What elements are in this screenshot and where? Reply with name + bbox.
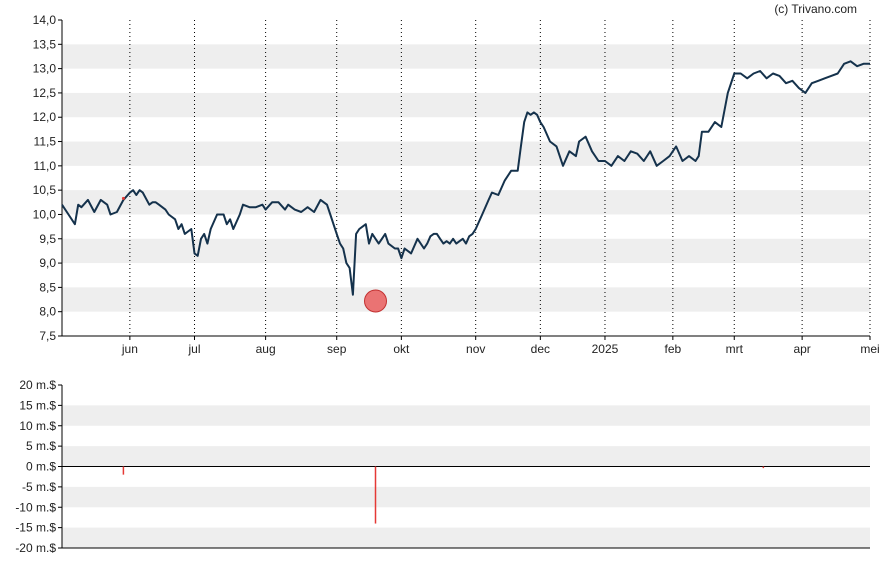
price-x-tick-label: jul	[188, 342, 201, 356]
price-x-tick-label: mei	[860, 342, 879, 356]
price-y-tick-label: 10,5	[33, 183, 57, 197]
price-annotations	[121, 196, 388, 313]
volume-band	[62, 446, 870, 467]
volume-y-tick-label: -15 m.$	[15, 521, 56, 535]
volume-y-tick-labels: -20 m.$ -15 m.$ -10 m.$ -5 m.$ 0 m.$ 5 m.$ 10 …	[15, 378, 62, 555]
price-series	[61, 60, 870, 296]
price-x-tick-label: 2025	[592, 342, 619, 356]
price-y-tick-label: 10,0	[33, 207, 57, 221]
price-band	[62, 287, 870, 312]
volume-band	[62, 527, 870, 548]
price-axes	[61, 20, 870, 337]
price-y-tick-label: 8,5	[39, 280, 56, 294]
price-y-tick-label: 12,0	[33, 110, 57, 124]
price-y-tick-labels: 7,5 8,0 8,5 9,0 9,5 10,0 10,5 11,0 11,5 12,0 12,5 1…	[33, 13, 62, 343]
price-band	[62, 44, 870, 69]
volume-y-tick-label: -10 m.$	[15, 500, 56, 514]
volume-chart-panel: -20 m.$ -15 m.$ -10 m.$ -5 m.$ 0 m.$ 5 m.$ 10 …	[15, 378, 870, 555]
price-y-tick-label: 13,5	[33, 37, 57, 51]
price-y-tick-label: 12,5	[33, 86, 57, 100]
price-x-tick-label: okt	[393, 342, 410, 356]
price-x-tick-label: nov	[466, 342, 485, 356]
price-y-tick-label: 11,0	[34, 159, 57, 173]
volume-y-tick-label: 10 m.$	[19, 419, 56, 433]
volume-y-tick-label: -20 m.$	[15, 541, 56, 555]
volume-band	[62, 405, 870, 426]
price-x-tick-label: apr	[793, 342, 810, 356]
price-y-tick-label: 8,0	[39, 305, 56, 319]
price-y-tick-label: 9,5	[39, 232, 56, 246]
price-x-tick-label: jun	[121, 342, 138, 356]
event-dot	[121, 196, 125, 200]
price-y-tick-label: 9,0	[39, 256, 56, 270]
volume-bars	[122, 466, 765, 524]
price-line	[61, 60, 870, 296]
price-x-tick-label: dec	[531, 342, 550, 356]
volume-y-tick-label: 20 m.$	[19, 378, 56, 392]
price-x-tick-labels: jun jul aug sep okt nov dec 2025 feb mrt apr mei	[121, 336, 880, 356]
volume-y-tick-label: -5 m.$	[22, 480, 56, 494]
volume-bands	[62, 405, 870, 548]
volume-y-tick-label: 5 m.$	[26, 439, 56, 453]
price-y-tick-label: 7,5	[39, 329, 56, 343]
price-band	[62, 141, 870, 166]
volume-y-tick-label: 15 m.$	[19, 398, 56, 412]
low-marker	[364, 289, 388, 313]
price-y-tick-label: 14,0	[33, 13, 57, 27]
credit-text: (c) Trivano.com	[774, 2, 857, 16]
price-y-tick-label: 13,0	[33, 62, 57, 76]
price-y-tick-label: 11,5	[34, 135, 57, 149]
price-x-tick-label: mrt	[726, 342, 744, 356]
volume-y-tick-label: 0 m.$	[26, 460, 56, 474]
price-band	[62, 92, 870, 118]
volume-band	[62, 486, 870, 508]
price-x-tick-label: aug	[256, 342, 276, 356]
price-x-tick-label: feb	[665, 342, 682, 356]
price-x-tick-label: sep	[327, 342, 347, 356]
price-bands	[62, 44, 870, 312]
price-chart-panel: 7,5 8,0 8,5 9,0 9,5 10,0 10,5 11,0 11,5 12,0 12,5 1…	[33, 13, 880, 356]
price-band	[62, 190, 870, 215]
